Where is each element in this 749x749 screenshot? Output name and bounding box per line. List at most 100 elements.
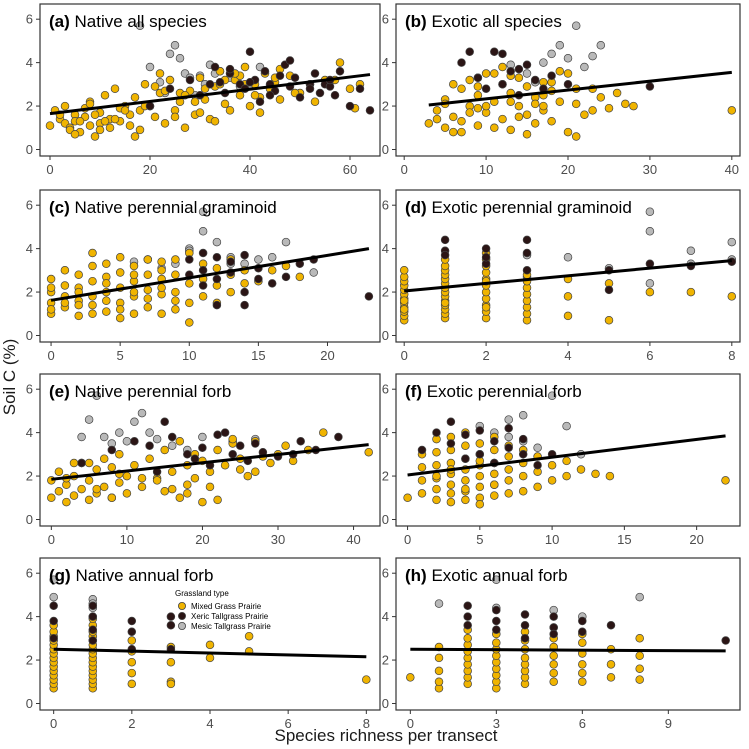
point-mixed (160, 487, 169, 496)
point-xeric (198, 443, 207, 453)
point-mixed (244, 631, 254, 641)
point-mixed (115, 305, 125, 314)
point-mixed (195, 73, 205, 83)
y-tick-label: 4 (26, 609, 33, 624)
point-mixed (46, 274, 56, 284)
point-mesic (522, 69, 532, 78)
y-tick-label: 0 (26, 512, 33, 527)
x-tick-label: 8 (728, 348, 735, 363)
point-xeric (457, 58, 466, 67)
point-mixed (406, 673, 415, 682)
point-mixed (520, 653, 530, 663)
point-mixed (576, 465, 586, 474)
point-mixed (295, 272, 305, 282)
point-mixed (92, 465, 101, 474)
point-mixed (157, 257, 166, 266)
point-mesic (175, 54, 185, 63)
y-tick-label: 2 (382, 653, 389, 668)
point-mixed (461, 441, 470, 450)
point-xeric (315, 88, 325, 98)
point-mixed (127, 636, 137, 645)
point-mixed (69, 458, 79, 468)
x-tick-label: 6 (285, 716, 292, 731)
point-mixed (490, 69, 499, 78)
panel-tag: (e) (49, 382, 70, 401)
y-tick-label: 0 (382, 142, 389, 157)
point-mixed (571, 132, 581, 141)
point-mixed (235, 90, 245, 100)
point-mixed (473, 103, 483, 113)
point-mesic (434, 599, 444, 608)
point-mixed (461, 495, 470, 505)
point-mixed (240, 279, 249, 288)
x-tick-label: 6 (579, 716, 586, 731)
point-mixed (143, 294, 153, 303)
y-tick-label: 2 (26, 285, 33, 300)
point-mixed (604, 316, 614, 325)
point-mesic (145, 428, 154, 437)
point-mixed (84, 495, 94, 505)
y-tick-label: 4 (382, 609, 389, 624)
point-mixed (74, 270, 83, 279)
point-xeric (520, 621, 530, 630)
point-mixed (621, 99, 630, 109)
point-mixed (45, 121, 55, 130)
point-mixed (157, 266, 166, 275)
point-mixed (88, 261, 97, 271)
point-mixed (563, 311, 573, 321)
legend: Grassland type Mixed Grass Prairie Xeric… (175, 589, 271, 631)
point-mesic (170, 41, 180, 50)
point-mixed (127, 657, 137, 667)
point-mixed (220, 99, 230, 109)
point-mixed (69, 491, 79, 500)
x-tick-label: 40 (346, 532, 360, 547)
point-mixed (267, 266, 277, 275)
x-tick-label: 10 (479, 162, 493, 177)
point-xeric (265, 90, 275, 100)
point-mixed (135, 125, 145, 135)
point-mixed (522, 82, 532, 91)
point-mixed (107, 463, 117, 472)
point-xeric (198, 248, 208, 258)
point-mixed (475, 482, 485, 492)
point-mesic (562, 421, 571, 431)
point-mixed (275, 95, 285, 104)
point-mixed (88, 300, 97, 310)
point-mesic (504, 432, 513, 442)
point-mesic (596, 41, 606, 50)
point-xeric (498, 49, 507, 59)
panel-tag: (h) (405, 566, 427, 585)
point-mixed (446, 489, 456, 498)
point-mixed (465, 108, 474, 117)
point-xeric (520, 610, 530, 619)
point-xeric (549, 612, 558, 621)
point-mesic (518, 411, 528, 420)
point-xeric (481, 253, 491, 262)
panel-tag: (b) (405, 12, 427, 31)
point-mixed (562, 456, 571, 466)
point-mixed (446, 497, 456, 507)
panel-c: 0 2 4 6 0 5 10 15 20 (c) Native perennial gramino… (26, 189, 381, 363)
point-mixed (549, 651, 558, 660)
point-mixed (432, 460, 441, 470)
point-mixed (549, 660, 558, 669)
point-mixed (107, 493, 117, 503)
point-mixed (539, 101, 548, 111)
y-tick-label: 0 (382, 328, 389, 343)
point-mixed (88, 309, 97, 319)
point-xeric (335, 67, 345, 76)
point-xeric (215, 77, 225, 87)
point-mixed (490, 491, 499, 500)
point-xeric (481, 244, 491, 253)
point-mixed (432, 495, 441, 505)
x-tick-label: 0 (50, 716, 57, 731)
point-xeric (127, 616, 137, 626)
point-mixed (555, 97, 565, 106)
point-mixed (137, 482, 147, 492)
x-axis-label: Species richness per transect (275, 726, 498, 745)
point-xeric (522, 235, 532, 245)
point-xeric (127, 627, 137, 637)
point-xeric (49, 616, 58, 626)
point-mixed (457, 127, 466, 137)
y-tick-label: 2 (26, 469, 33, 484)
